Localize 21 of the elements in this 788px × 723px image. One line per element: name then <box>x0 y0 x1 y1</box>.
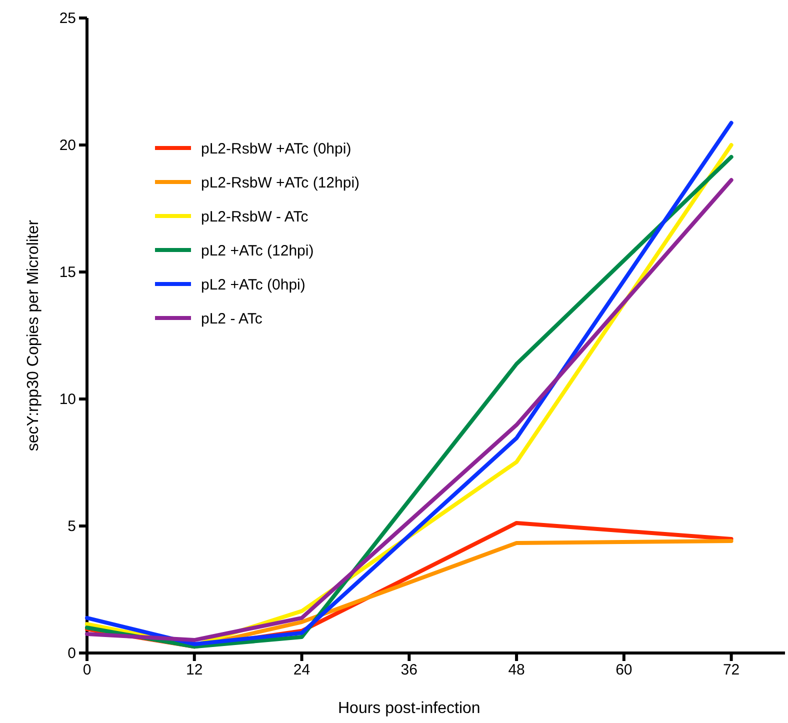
x-tick-label: 36 <box>400 662 418 679</box>
x-tick-label: 12 <box>186 662 203 679</box>
x-axis-title: Hours post-infection <box>338 700 480 717</box>
legend-label: pL2 +ATc (0hpi) <box>201 276 306 294</box>
y-tick-label: 10 <box>59 390 76 408</box>
y-tick-label: 0 <box>68 644 76 662</box>
legend-label: pL2-RsbW - ATc <box>201 208 309 226</box>
legend-label: pL2 +ATc (12hpi) <box>201 242 314 260</box>
y-tick-label: 20 <box>59 136 76 154</box>
legend-label: pL2-RsbW +ATc (0hpi) <box>201 140 352 158</box>
x-tick-label: 48 <box>508 662 525 679</box>
y-tick-label: 5 <box>68 518 76 535</box>
y-tick-label: 15 <box>59 264 76 281</box>
x-tick-label: 60 <box>616 662 632 679</box>
legend-label: pL2-RsbW +ATc (12hpi) <box>201 174 360 192</box>
x-tick-label: 72 <box>722 662 740 679</box>
y-axis-title: secY:rpp30 Copies per Microliter <box>25 219 42 452</box>
x-tick-label: 24 <box>293 662 310 679</box>
y-tick-label: 25 <box>59 10 76 27</box>
legend-label: pL2 - ATc <box>201 310 263 328</box>
x-tick-label: 0 <box>82 662 92 679</box>
